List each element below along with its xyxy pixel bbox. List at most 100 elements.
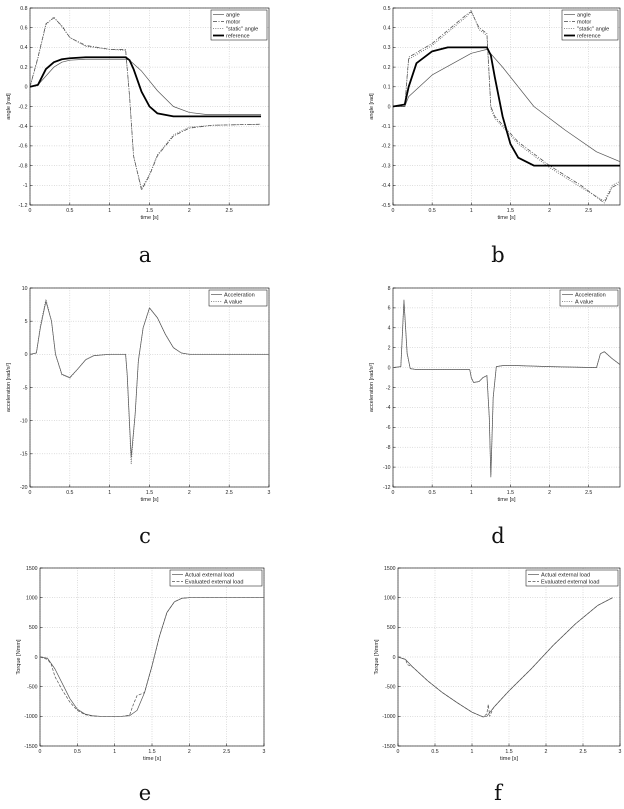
x-axis-label: time [s] [497, 497, 515, 503]
x-tick-label: 2 [188, 208, 191, 214]
legend-label: Acceleration [575, 292, 606, 298]
x-tick-label: 1.5 [148, 749, 155, 755]
x-tick-label: 2.5 [223, 749, 230, 755]
chart-b: 0 0.5 1 1.5 2 2.5 -0.5 -0.4 -0.3 -0.2 -0.1 0 0.1 0.2 0… [369, 6, 621, 267]
y-tick-label: 0.5 [383, 6, 390, 12]
y-tick-label: -1000 [382, 714, 395, 720]
x-axis-label: time [s] [143, 756, 161, 762]
x-tick-label: 2.5 [585, 490, 592, 496]
y-tick-label: -0.4 [382, 183, 391, 189]
series-line-3 [30, 16, 262, 189]
series-line-1 [30, 58, 262, 115]
x-tick-label: 0.5 [431, 749, 438, 755]
x-tick-label: 1.5 [505, 749, 512, 755]
y-tick-label: -500 [385, 684, 395, 690]
legend-label: Actual external load [541, 572, 590, 578]
y-axis-label: angle [rad] [6, 93, 12, 120]
chart-e: 0 0.5 1 1.5 2 2.5 3 -1500 -1000 -500 0 500 1000 1500 t… [16, 566, 266, 805]
y-tick-label: -4 [386, 405, 391, 411]
y-tick-label: 1500 [384, 566, 396, 572]
x-tick-label: 2.5 [579, 749, 586, 755]
y-tick-label: -20 [20, 485, 28, 491]
x-tick-label: 0.5 [66, 490, 73, 496]
x-tick-label: 0 [29, 490, 32, 496]
x-tick-label: 1 [471, 749, 474, 755]
legend-label: Evaluated external load [541, 579, 599, 585]
y-tick-label: -1.2 [19, 203, 28, 209]
x-tick-label: 0 [392, 208, 395, 214]
x-tick-label: 0.5 [429, 208, 436, 214]
y-tick-label: 2 [388, 346, 391, 352]
x-tick-label: 0.5 [429, 490, 436, 496]
y-tick-label: -0.5 [382, 203, 391, 209]
legend-label: Evaluated external load [185, 579, 243, 585]
y-tick-label: -15 [20, 452, 28, 458]
legend-label: A value [575, 299, 593, 305]
y-tick-label: -6 [386, 425, 391, 431]
y-tick-label: -10 [20, 418, 28, 424]
y-tick-label: 8 [388, 286, 391, 292]
x-tick-label: 3 [268, 490, 271, 496]
chart-f: 0 0.5 1 1.5 2 2.5 3 -1500 -1000 -500 0 500 1000 1500 t… [374, 566, 622, 805]
x-tick-label: 2.5 [226, 208, 233, 214]
series-line-2 [30, 17, 262, 191]
y-tick-label: -1500 [24, 744, 37, 750]
series-line-2 [393, 11, 620, 204]
chart-a: 0 0.5 1 1.5 2 2.5 -1.2 -1 -0.8 -0.6 -0.4 -0.2 0 0.2 0.… [6, 6, 270, 267]
legend-label: angle [577, 12, 591, 18]
series-line-2 [393, 301, 620, 476]
series-line-2 [40, 597, 264, 717]
x-tick-label: 2 [548, 490, 551, 496]
x-tick-label: 1 [108, 208, 111, 214]
x-tick-label: 3 [263, 749, 266, 755]
x-tick-label: 1 [470, 490, 473, 496]
x-tick-label: 0 [39, 749, 42, 755]
panel-label: a [139, 243, 152, 267]
y-tick-label: -0.8 [19, 163, 28, 169]
y-axis-label: Torque [Nmm] [374, 639, 380, 675]
legend-label: motor [226, 19, 240, 25]
x-tick-label: 2.5 [585, 208, 592, 214]
series-line-3 [393, 9, 620, 202]
y-tick-label: -0.1 [382, 124, 391, 130]
y-tick-label: 1000 [26, 595, 38, 601]
y-tick-label: 1000 [384, 595, 396, 601]
y-tick-label: -1500 [382, 744, 395, 750]
x-tick-label: 0 [29, 208, 32, 214]
chart-c: 0 0.5 1 1.5 2 2.5 3 -20 -15 -10 -5 0 5 10 time [s] acce… [6, 286, 271, 548]
y-tick-label: -10 [383, 465, 391, 471]
y-tick-label: 0.2 [383, 65, 390, 71]
x-tick-label: 1.5 [507, 490, 514, 496]
y-tick-label: -0.4 [19, 124, 28, 130]
y-tick-label: -500 [27, 684, 37, 690]
series-line-2 [30, 298, 269, 465]
y-tick-label: 500 [387, 625, 396, 631]
plot-area [29, 287, 270, 488]
y-tick-label: 0 [388, 104, 391, 110]
legend-label: "static" angle [226, 26, 258, 32]
x-tick-label: 1.5 [146, 208, 153, 214]
y-tick-label: 0 [25, 352, 28, 358]
y-axis-label: acceleration [rad/s²] [6, 362, 12, 412]
y-tick-label: -0.2 [382, 144, 391, 150]
series-line-1 [30, 300, 269, 458]
series-line-1 [393, 299, 620, 478]
series-line-4 [30, 56, 262, 118]
y-tick-label: 4 [388, 326, 391, 332]
x-tick-label: 1 [108, 490, 111, 496]
y-tick-label: 0 [388, 365, 391, 371]
series-line-1 [393, 49, 620, 162]
y-tick-label: 0.6 [20, 26, 27, 32]
legend-label: "static" angle [577, 26, 609, 32]
y-axis-label: acceleration [rad/s²] [369, 362, 375, 412]
x-tick-label: 1.5 [146, 490, 153, 496]
x-tick-label: 3 [619, 749, 622, 755]
series-line-4 [393, 46, 620, 167]
legend-box [525, 569, 619, 587]
